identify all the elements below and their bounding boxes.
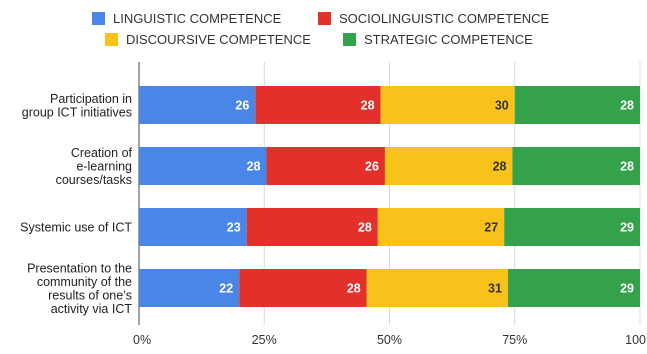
category-label: Creation of e-learning courses/tasks [56, 146, 133, 187]
bar-value-label: 29 [620, 282, 634, 296]
bar-segment [504, 208, 640, 246]
bar-segment [380, 86, 515, 124]
bar-segment [512, 147, 640, 185]
category-label-line: activity via ICT [51, 302, 133, 316]
category-label-line: group ICT initiatives [22, 105, 132, 119]
bar-value-label: 28 [361, 99, 375, 113]
bar-value-label: 28 [620, 160, 634, 174]
bar-segment [139, 86, 256, 124]
category-label: Systemic use of ICT [20, 221, 132, 235]
bar-value-label: 23 [227, 221, 241, 235]
category-label-line: results of one’s [48, 288, 132, 302]
category-label-line: e-learning [76, 160, 132, 174]
bar-value-label: 27 [484, 221, 498, 235]
legend-swatch [318, 12, 331, 25]
bar-value-label: 26 [235, 99, 249, 113]
legend-swatch [105, 33, 118, 46]
x-tick-label: 0% [133, 333, 151, 347]
bar-segment [384, 147, 513, 185]
bar-value-label: 30 [495, 99, 509, 113]
x-tick-label: 100 [625, 333, 646, 347]
x-tick-label: 50% [377, 333, 402, 347]
bar-segment [266, 147, 385, 185]
category-label-line: Participation in [50, 92, 132, 106]
bar-value-label: 28 [247, 160, 261, 174]
bar-value-label: 26 [365, 160, 379, 174]
bar-value-label: 29 [620, 221, 634, 235]
x-tick-label: 75% [502, 333, 527, 347]
legend-swatch [92, 12, 105, 25]
legend-label: STRATEGIC COMPETENCE [364, 32, 533, 47]
bar-value-label: 22 [219, 282, 233, 296]
bar-value-label: 28 [620, 99, 634, 113]
legend-label: SOCIOLINGUISTIC COMPETENCE [339, 11, 550, 26]
bar-segment [139, 269, 240, 307]
bar-segment [514, 86, 640, 124]
bar-segment [507, 269, 640, 307]
category-label: Participation in group ICT initiatives [22, 92, 132, 120]
category-label-line: Presentation to the [27, 261, 132, 275]
legend-label: DISCOURSIVE COMPETENCE [126, 32, 311, 47]
bar-segment [377, 208, 505, 246]
legend-swatch [343, 33, 356, 46]
category-label-line: Systemic use of ICT [20, 221, 132, 235]
bar-segment [366, 269, 508, 307]
category-label-line: Creation of [71, 146, 133, 160]
bar-value-label: 28 [358, 221, 372, 235]
category-label: Presentation to the community of the resul… [27, 261, 132, 316]
bar-segment [139, 147, 267, 185]
x-tick-label: 25% [252, 333, 277, 347]
bar-segment [139, 208, 247, 246]
legend-label: LINGUISTIC COMPETENCE [113, 11, 282, 26]
bar-segment [239, 269, 367, 307]
category-label-line: courses/tasks [56, 173, 132, 187]
bar-value-label: 28 [493, 160, 507, 174]
bar-value-label: 28 [347, 282, 361, 296]
bar-segment [255, 86, 381, 124]
bar-value-label: 31 [488, 282, 502, 296]
category-label-line: community of the [37, 275, 132, 289]
bar-segment [246, 208, 378, 246]
